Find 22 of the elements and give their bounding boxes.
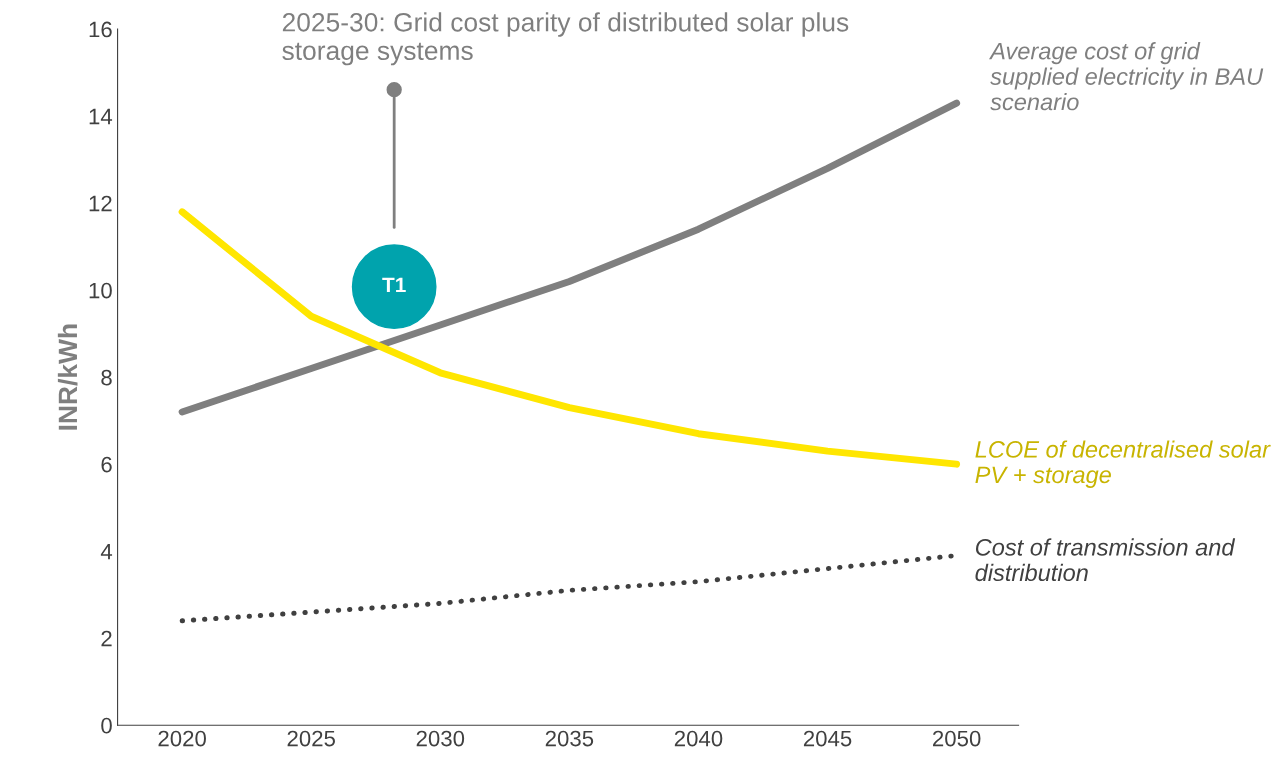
y-tick-label: 0 bbox=[101, 717, 112, 734]
y-axis-title: INR/kWh bbox=[57, 324, 78, 430]
y-tick-label: 8 bbox=[101, 369, 112, 386]
y-tick-label: 14 bbox=[89, 108, 113, 125]
annotation: T1 bbox=[382, 277, 406, 293]
y-tick-label: 10 bbox=[89, 282, 112, 299]
x-tick-label: 2045 bbox=[803, 730, 852, 747]
y-tick-label: 2 bbox=[101, 630, 112, 647]
y-tick-label: 6 bbox=[101, 456, 112, 473]
series-label: LCOE of decentralised solar PV + storage bbox=[975, 440, 1271, 488]
annotation: 2025-30: Grid cost parity of distributed solar plus storage systems bbox=[282, 12, 849, 66]
y-tick-label: 12 bbox=[89, 195, 112, 212]
x-tick-label: 2040 bbox=[674, 730, 723, 747]
x-tick-label: 2025 bbox=[287, 730, 335, 747]
y-tick-label: 16 bbox=[89, 21, 112, 38]
series-label: Cost of transmission and distribution bbox=[975, 538, 1236, 582]
x-tick-label: 2050 bbox=[933, 730, 981, 747]
x-tick-label: 2030 bbox=[416, 730, 465, 747]
series-label: Average cost of grid supplied electricity in BAU scenario bbox=[989, 42, 1264, 111]
y-tick-label: 4 bbox=[100, 543, 113, 560]
x-tick-label: 2035 bbox=[545, 730, 594, 747]
x-tick-label: 2020 bbox=[158, 730, 206, 747]
